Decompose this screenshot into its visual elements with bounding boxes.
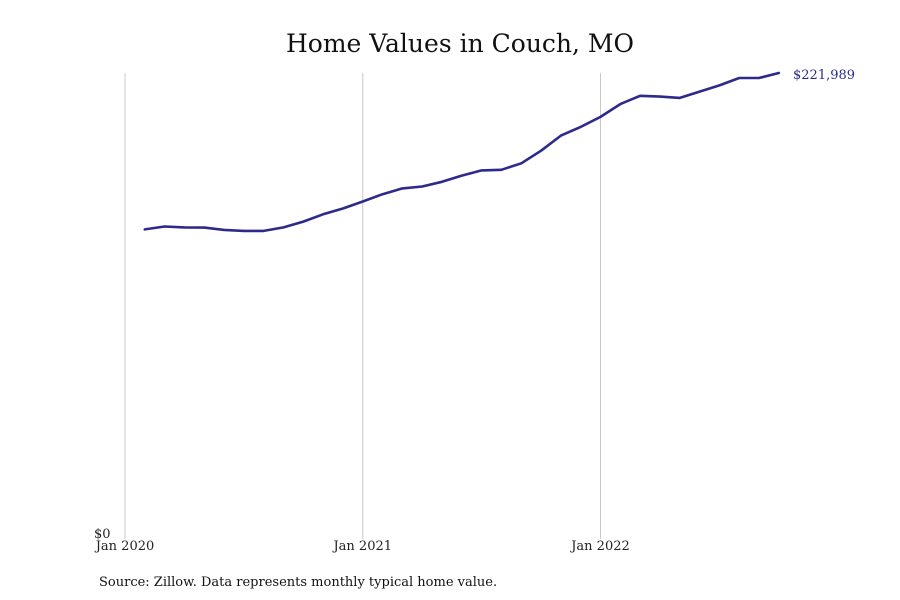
axis-ticks: Jan 2020 Jan 2021 Jan 2022 $0 bbox=[94, 527, 630, 554]
gridlines bbox=[124, 73, 601, 539]
x-tick-label: Jan 2021 bbox=[331, 539, 392, 554]
chart-title: Home Values in Couch, MO bbox=[286, 29, 634, 58]
series-line-0 bbox=[143, 71, 781, 233]
x-tick-label: Jan 2022 bbox=[569, 539, 630, 554]
x-tick-label: Jan 2020 bbox=[94, 539, 155, 554]
end-value-label: $221,989 bbox=[793, 68, 855, 83]
y-tick-label: $0 bbox=[94, 527, 111, 542]
source-note: Source: Zillow. Data represents monthly … bbox=[99, 575, 497, 590]
series-layer bbox=[143, 71, 781, 233]
